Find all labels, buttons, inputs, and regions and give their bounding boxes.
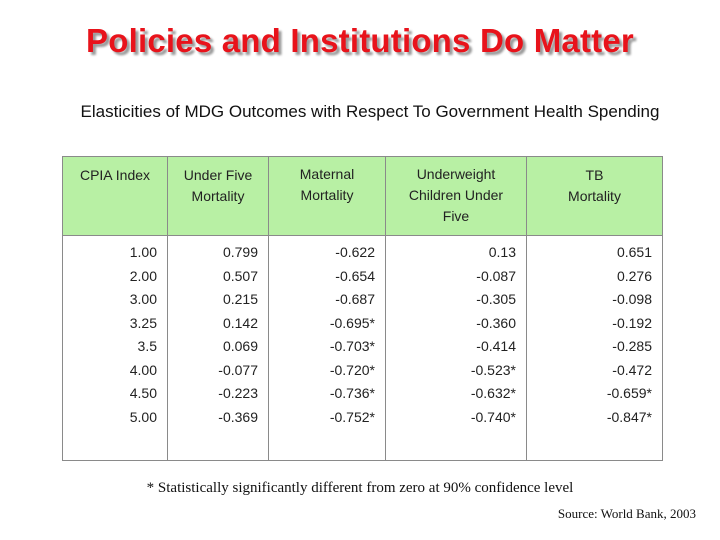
table-subtitle: Elasticities of MDG Outcomes with Respec… bbox=[80, 102, 660, 121]
table-cell: -0.192 bbox=[612, 314, 652, 331]
column-header: TB Mortality bbox=[568, 167, 621, 204]
table-cell: 1.00 bbox=[129, 244, 157, 260]
table-cell: -0.736* bbox=[329, 385, 375, 401]
slide-title: Policies and Institutions Do Matter bbox=[86, 22, 634, 59]
table-cell: -0.632* bbox=[470, 385, 516, 401]
table-cell: 0.142 bbox=[222, 314, 258, 331]
table-cell: -0.472 bbox=[612, 361, 652, 378]
table-cell: 0.799 bbox=[222, 244, 258, 260]
column-maternal-mortality: Maternal Mortality -0.622 -0.654 -0.687 … bbox=[268, 157, 385, 460]
table-cell: -0.087 bbox=[476, 267, 516, 284]
column-under-five-mortality: Under Five Mortality 0.799 0.507 0.215 0… bbox=[167, 157, 268, 460]
table-cell: 2.00 bbox=[129, 267, 157, 284]
column-header: CPIA Index bbox=[79, 167, 151, 183]
table-cell: -0.659* bbox=[606, 385, 652, 401]
column-values: 1.00 2.00 3.00 3.25 3.5 4.00 4.50 5.00 bbox=[130, 241, 157, 429]
table-header-row bbox=[63, 157, 662, 236]
column-underweight-children: Underweight Children Under Five 0.13 -0.… bbox=[385, 157, 526, 460]
table-cell: -0.414 bbox=[476, 338, 516, 354]
table-cell: 4.50 bbox=[129, 385, 157, 401]
table-cell: -0.098 bbox=[612, 291, 652, 307]
column-values: 0.651 0.276 -0.098 -0.192 -0.285 -0.472 … bbox=[607, 241, 652, 429]
elasticities-table: CPIA Index 1.00 2.00 3.00 3.25 3.5 4.00 … bbox=[62, 156, 663, 461]
column-header: Under Five Mortality bbox=[183, 167, 253, 204]
table-cell: -0.752* bbox=[329, 408, 375, 425]
table-cell: 0.276 bbox=[616, 267, 652, 284]
table-cell: 3.25 bbox=[129, 314, 157, 331]
table-cell: -0.523* bbox=[470, 361, 516, 378]
table-cell: 3.5 bbox=[137, 338, 157, 354]
table-cell: 0.069 bbox=[222, 338, 258, 354]
table-cell: 0.13 bbox=[488, 244, 516, 260]
table-cell: 0.651 bbox=[616, 244, 652, 260]
table-cell: -0.720* bbox=[329, 361, 375, 378]
column-values: 0.13 -0.087 -0.305 -0.360 -0.414 -0.523*… bbox=[471, 241, 516, 429]
table-cell: -0.622 bbox=[335, 244, 375, 260]
significance-footnote: * Statistically significantly different … bbox=[146, 480, 574, 496]
table-cell: -0.360 bbox=[476, 314, 516, 331]
table-cell: -0.285 bbox=[612, 338, 652, 354]
table-cell: 5.00 bbox=[129, 408, 157, 425]
table-cell: -0.695* bbox=[329, 314, 375, 331]
column-tb-mortality: TB Mortality 0.651 0.276 -0.098 -0.192 -… bbox=[526, 157, 662, 460]
source-citation: Source: World Bank, 2003 bbox=[557, 506, 696, 521]
column-header: Maternal Mortality bbox=[299, 166, 355, 203]
column-values: 0.799 0.507 0.215 0.142 0.069 -0.077 -0.… bbox=[218, 241, 258, 429]
table-cell: -0.369 bbox=[218, 408, 258, 425]
column-values: -0.622 -0.654 -0.687 -0.695* -0.703* -0.… bbox=[330, 241, 375, 429]
table-cell: 4.00 bbox=[129, 361, 157, 378]
column-header: Underweight Children Under Five bbox=[408, 166, 504, 224]
table-cell: -0.654 bbox=[335, 267, 375, 284]
table-cell: 3.00 bbox=[129, 291, 157, 307]
table-cell: -0.703* bbox=[329, 338, 375, 354]
table-cell: 0.215 bbox=[222, 291, 258, 307]
table-cell: -0.305 bbox=[476, 291, 516, 307]
table-cell: 0.507 bbox=[222, 267, 258, 284]
table-cell: -0.223 bbox=[218, 385, 258, 401]
table-cell: -0.847* bbox=[606, 408, 652, 425]
table-cell: -0.687 bbox=[335, 291, 375, 307]
column-cpia-index: CPIA Index 1.00 2.00 3.00 3.25 3.5 4.00 … bbox=[63, 157, 167, 460]
table-cell: -0.740* bbox=[470, 408, 516, 425]
table-cell: -0.077 bbox=[218, 361, 258, 378]
